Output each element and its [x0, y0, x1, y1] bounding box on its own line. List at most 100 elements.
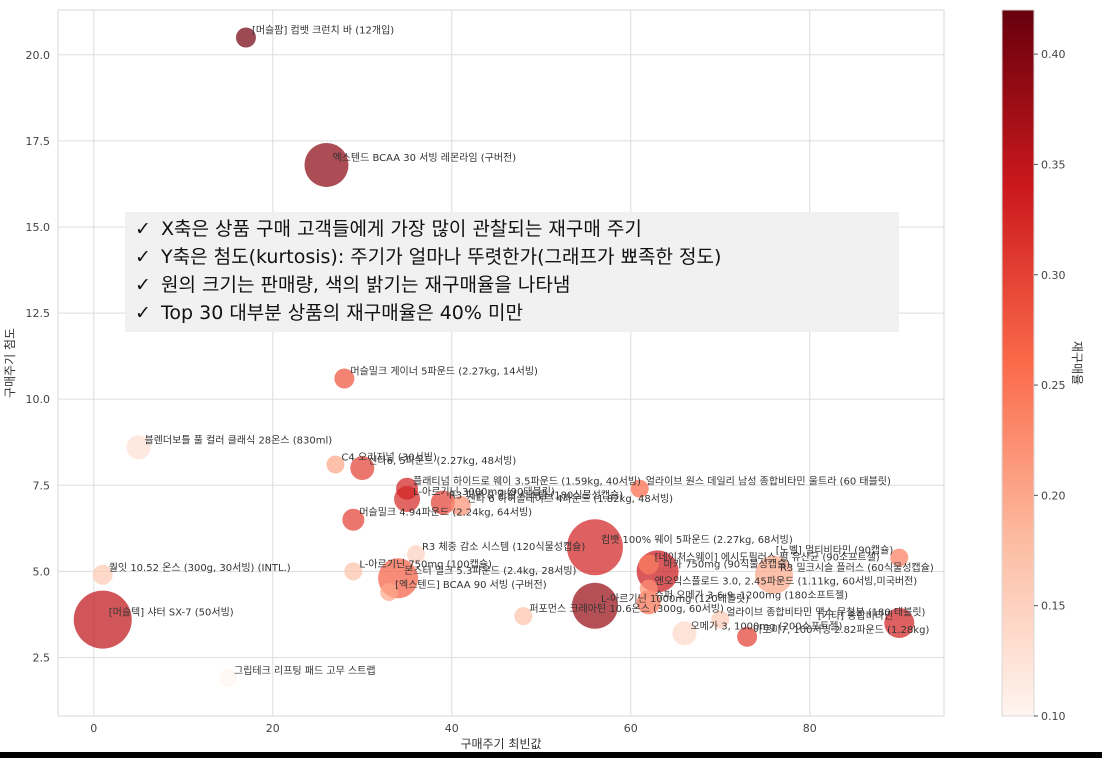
colorbar-tick-label: 0.40 [1041, 48, 1066, 61]
point-label: [노벨] 멀티비타민 (90캡슐) [776, 544, 894, 557]
data-point [406, 545, 425, 564]
x-axis-ticks: 0 20 40 60 80 [90, 722, 816, 735]
y-tick-label: 10.0 [26, 393, 51, 406]
point-label: 플래티넘 하이드로 웨이 3.5파운드 (1.59kg, 40서빙) [413, 475, 641, 488]
point-labels: [머슬텍] 샤터 SX-7 (50서빙) 컴뱃 100% 웨이 5파운드 (2.2… [109, 24, 934, 678]
point-label: 퍼포먼스 크레아틴 10.6온스 (300g, 60서빙) [529, 603, 724, 615]
point-label: C4 오리지널 (30서빙) [341, 452, 437, 464]
colorbar [1001, 9, 1035, 717]
callout-line: ✓ Y축은 첨도(kurtosis): 주기가 얼마나 뚜렷한가(그래프가 뾰족한… [135, 243, 889, 271]
data-points [73, 27, 915, 688]
check-icon: ✓ [135, 246, 151, 268]
x-tick-label: 0 [90, 722, 97, 735]
callout-text: Y축은 첨도(kurtosis): 주기가 얼마나 뚜렷한가(그래프가 뾰족한 … [161, 246, 722, 268]
point-label: 퀄잇 10.52 온스 (300g, 30서빙) (INTL.) [109, 562, 291, 574]
data-point [639, 579, 658, 598]
point-label: R3 밀크시슬 플러스 (60식물성캡슐) [780, 562, 934, 574]
y-tick-label: 15.0 [26, 221, 51, 234]
point-label: 신타6, 5파운드 (2.27kg, 48서빙) [368, 455, 516, 467]
check-icon: ✓ [135, 218, 151, 240]
data-point [711, 610, 730, 629]
point-label: [엑스텐드] BCAA 90 서빙 (구버전) [395, 579, 547, 591]
colorbar-title: 재구매율 [1070, 341, 1084, 385]
point-label: 신타 6 아이솔레이트 4파운드 (1.82kg, 48서빙) [467, 493, 673, 505]
y-tick-label: 12.5 [26, 307, 51, 320]
data-point [430, 490, 455, 515]
data-point [380, 583, 399, 602]
point-label: L-아르기닌 3000mg (90태블릿) [413, 486, 555, 498]
data-point [304, 142, 349, 187]
data-point [571, 582, 618, 629]
point-label: [네이처스웨이] 에시도필러스 펄 유산균 (90소프트젤) [655, 551, 880, 563]
point-label: [머슬텍] 샤터 SX-7 (50서빙) [109, 607, 234, 619]
point-label: 그립테크 리프팅 패드 고무 스트랩 [234, 664, 376, 677]
data-point [737, 626, 758, 647]
x-axis-title: 구매주기 최빈값 [460, 737, 541, 751]
data-point [350, 456, 375, 481]
colorbar-tick-label: 0.10 [1041, 710, 1066, 723]
point-label: [머슬팜] 컴뱃 크런치 바 (12개입) [252, 24, 394, 37]
data-point [630, 479, 649, 498]
point-label: 머슬밀크 게이너 5파운드 (2.27kg, 14서빙) [350, 365, 538, 377]
y-tick-label: 20.0 [26, 49, 51, 62]
data-point [326, 455, 345, 474]
data-point [450, 495, 471, 516]
point-label: 슈퍼 오메가 3-6-9, 1200mg (180소프트젤) [655, 589, 849, 601]
colorbar-ticks: 0.10 0.15 0.20 0.25 0.30 0.35 0.40 [1034, 48, 1066, 723]
data-point [636, 590, 661, 615]
data-point [566, 519, 623, 576]
data-point [342, 508, 365, 531]
point-label: 얼라이브 종합비타민 맥스 무철분 (180 태블릿) [726, 607, 925, 619]
y-axis-title: 구매주기 첨도 [3, 328, 17, 398]
colorbar-tick-label: 0.35 [1041, 158, 1066, 171]
plot-area [57, 9, 945, 717]
y-tick-label: 7.5 [33, 479, 51, 492]
colorbar-tick-label: 0.15 [1041, 600, 1066, 613]
check-icon: ✓ [135, 274, 151, 296]
data-point [672, 621, 697, 646]
point-label: [기타] 종합비타민 [818, 610, 893, 622]
point-label: 얼라이브 원스 데일리 남성 종합비타민 울트라 (60 태블릿) [646, 476, 891, 488]
data-point [92, 564, 113, 585]
callout-text: X축은 상품 구매 고객들에게 가장 많이 관찰되는 재구매 주기 [161, 218, 642, 240]
data-point [344, 562, 363, 581]
data-point [890, 548, 909, 567]
y-tick-label: 17.5 [26, 135, 51, 148]
data-point [754, 555, 793, 594]
point-label: 몬스터 밀크 5.3파운드 (2.4kg, 28서빙) [404, 565, 576, 577]
point-label: 블렌더보틀 풀 컬러 클래식 28온스 (830ml) [145, 433, 333, 446]
callout-text: 원의 크기는 판매량, 색의 밝기는 재구매율을 나타냄 [161, 274, 571, 296]
data-point [219, 669, 238, 688]
point-label: 마카 750mg (90식물성캡슐) [664, 558, 791, 570]
y-tick-label: 2.5 [33, 651, 51, 664]
x-tick-label: 40 [445, 722, 459, 735]
x-tick-label: 80 [803, 722, 817, 735]
data-point [638, 554, 659, 575]
data-point [334, 368, 355, 389]
callout-line: ✓ 원의 크기는 판매량, 색의 밝기는 재구매율을 나타냄 [135, 271, 889, 299]
data-point [514, 607, 533, 626]
point-label: L-아르기닌 1000mg (120태블릿) [601, 593, 749, 605]
x-tick-label: 20 [266, 722, 280, 735]
point-label: 엔오익스플로드 3.0, 2.45파운드 (1.11kg, 60서빙,미국버전) [655, 576, 918, 588]
data-point [396, 477, 419, 500]
callout-text: Top 30 대부분 상품의 재구매율은 40% 미만 [161, 302, 523, 324]
screen-bottom-edge [0, 752, 1102, 758]
colorbar-tick-label: 0.25 [1041, 379, 1066, 392]
data-point [73, 590, 132, 649]
check-icon: ✓ [135, 302, 151, 324]
point-label: 아토미7, 100서빙 2.82파운드 (1.28kg) [753, 624, 929, 636]
callout-line: ✓ X축은 상품 구매 고객들에게 가장 많이 관찰되는 재구매 주기 [135, 215, 889, 243]
data-point [235, 27, 256, 48]
colorbar-tick-label: 0.20 [1041, 489, 1066, 502]
point-label: R3 피부 & 관절 시스템 (180식물성캡슐) [449, 488, 623, 501]
x-tick-label: 60 [624, 722, 638, 735]
y-axis-ticks: 2.5 5.0 7.5 10.0 12.5 15.0 17.5 20.0 [26, 49, 51, 665]
point-label: 오메가 3, 1000mg (200소프트젤) [690, 620, 842, 632]
callout-line: ✓ Top 30 대부분 상품의 재구매율은 40% 미만 [135, 299, 889, 327]
annotation-callout: ✓ X축은 상품 구매 고객들에게 가장 많이 관찰되는 재구매 주기 ✓ Y축은 … [125, 212, 899, 332]
point-label: 머슬밀크 4.94파운드 (2.24kg, 64서빙) [359, 507, 532, 519]
point-label: 엑스텐드 BCAA 30 서빙 레몬라임 (구버전) [332, 151, 516, 164]
point-label: L-아르기닌 750mg (100캡슐) [359, 558, 492, 570]
